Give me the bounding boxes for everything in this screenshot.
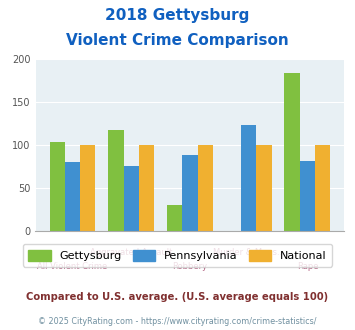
Bar xyxy=(198,145,213,231)
Bar xyxy=(315,145,330,231)
Bar xyxy=(108,130,124,231)
Bar xyxy=(80,145,95,231)
Text: Robbery: Robbery xyxy=(173,262,207,271)
Text: © 2025 CityRating.com - https://www.cityrating.com/crime-statistics/: © 2025 CityRating.com - https://www.city… xyxy=(38,317,317,326)
Text: Rape: Rape xyxy=(297,262,318,271)
Bar xyxy=(182,155,198,231)
Bar xyxy=(167,205,182,231)
Bar xyxy=(241,125,256,231)
Text: Murder & Mans...: Murder & Mans... xyxy=(213,248,285,257)
Bar xyxy=(300,161,315,231)
Bar xyxy=(50,142,65,231)
Text: All Violent Crime: All Violent Crime xyxy=(37,262,108,271)
Bar xyxy=(65,162,80,231)
Text: 2018 Gettysburg: 2018 Gettysburg xyxy=(105,8,250,23)
Bar xyxy=(256,145,272,231)
Text: Violent Crime Comparison: Violent Crime Comparison xyxy=(66,33,289,48)
Text: Compared to U.S. average. (U.S. average equals 100): Compared to U.S. average. (U.S. average … xyxy=(26,292,329,302)
Bar xyxy=(124,166,139,231)
Text: Aggravated Assault: Aggravated Assault xyxy=(90,248,173,257)
Bar xyxy=(284,73,300,231)
Legend: Gettysburg, Pennsylvania, National: Gettysburg, Pennsylvania, National xyxy=(23,244,332,267)
Bar xyxy=(139,145,154,231)
